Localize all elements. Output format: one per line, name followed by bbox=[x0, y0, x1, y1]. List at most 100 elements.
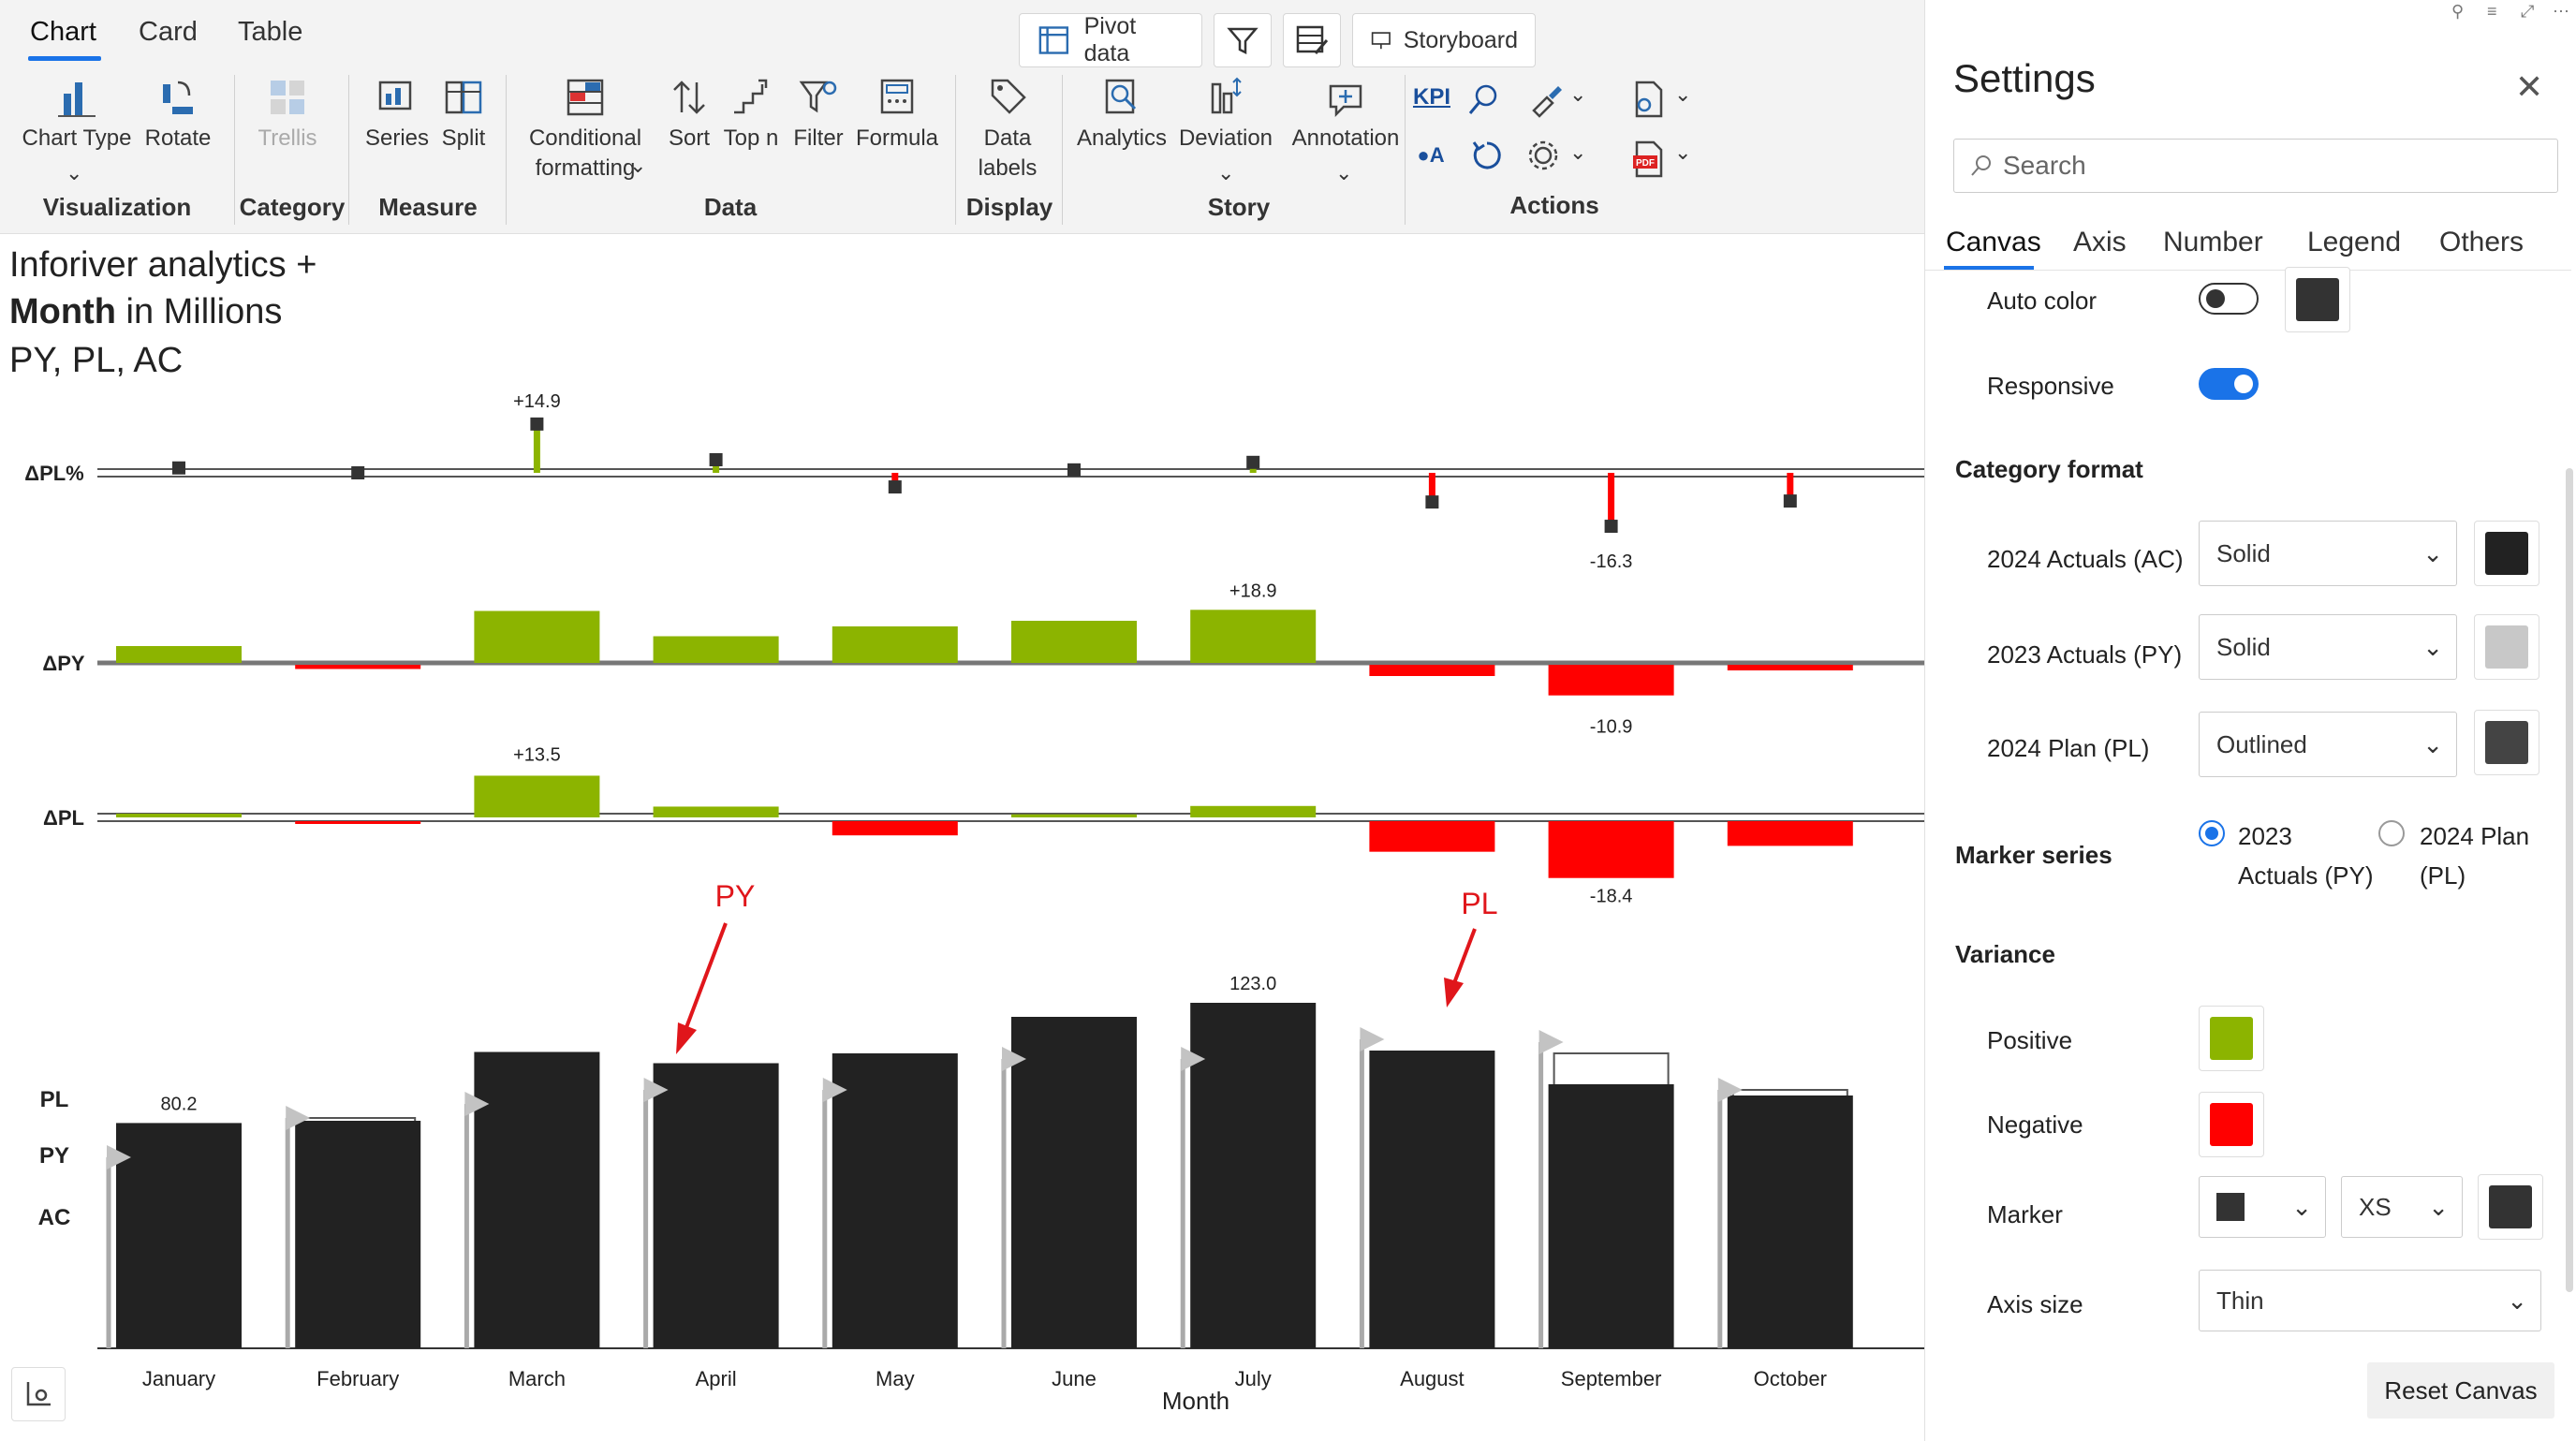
trellis-icon bbox=[271, 81, 304, 114]
paint-brush-icon bbox=[1532, 86, 1562, 118]
series-button[interactable]: Series bbox=[360, 75, 434, 154]
tab-card[interactable]: Card bbox=[139, 17, 198, 47]
sort-button[interactable]: Sort bbox=[661, 75, 717, 154]
rotate-button[interactable]: Rotate bbox=[140, 75, 215, 154]
chart-options-button[interactable] bbox=[11, 1367, 66, 1421]
responsive-toggle[interactable] bbox=[2199, 368, 2259, 400]
ac-bar bbox=[832, 1053, 958, 1348]
filter-small-icon[interactable]: ≡ bbox=[2487, 2, 2497, 21]
split-button[interactable]: Split bbox=[433, 75, 494, 154]
conditional-chevron-icon[interactable]: ⌄ bbox=[629, 154, 647, 177]
rotate-label: Rotate bbox=[144, 125, 212, 151]
settings-tab-number[interactable]: Number bbox=[2163, 227, 2263, 257]
more-icon[interactable]: ⋯ bbox=[2553, 2, 2569, 21]
search-input[interactable] bbox=[2003, 151, 2527, 181]
py-marker bbox=[286, 1106, 311, 1130]
marker-series-py-radio[interactable] bbox=[2199, 820, 2225, 846]
marker-pl-line2: (PL) bbox=[2420, 861, 2466, 890]
marker-series-pl-radio[interactable] bbox=[2378, 820, 2405, 846]
settings-tab-canvas[interactable]: Canvas bbox=[1946, 227, 2041, 257]
marker-series-heading: Marker series bbox=[1955, 841, 2112, 869]
dpl-bar bbox=[653, 806, 779, 817]
analytics-button[interactable]: Analytics bbox=[1075, 75, 1169, 154]
settings-active-tab-indicator bbox=[1944, 266, 2034, 270]
deviation-chevron-icon[interactable]: ⌄ bbox=[1217, 161, 1235, 184]
py-marker bbox=[107, 1145, 131, 1169]
close-icon[interactable]: ✕ bbox=[2515, 67, 2544, 106]
top-n-button[interactable]: Top n bbox=[717, 75, 785, 154]
export-chevron-icon[interactable]: ⌄ bbox=[1674, 82, 1692, 106]
settings-tab-axis[interactable]: Axis bbox=[2073, 227, 2127, 257]
svg-text:PDF: PDF bbox=[1636, 158, 1655, 169]
settings-scrollbar[interactable] bbox=[2566, 468, 2573, 1292]
axis-size-select[interactable]: Thin ⌄ bbox=[2199, 1270, 2541, 1331]
paint-button[interactable] bbox=[1521, 82, 1573, 124]
search-chart-button[interactable] bbox=[1463, 81, 1506, 122]
deviation-button[interactable]: Deviation bbox=[1176, 75, 1275, 154]
reset-view-button[interactable] bbox=[1466, 137, 1508, 178]
category-label-june: June bbox=[1052, 1367, 1097, 1390]
annotation-chevron-icon[interactable]: ⌄ bbox=[1335, 161, 1353, 184]
group-measure: Measure bbox=[378, 193, 478, 221]
chart-title-rest: in Millions bbox=[115, 292, 283, 331]
search-icon bbox=[1971, 155, 1991, 176]
dplpct-marker bbox=[1067, 463, 1081, 477]
marker-size-select[interactable]: XS ⌄ bbox=[2341, 1176, 2463, 1238]
gear-chevron-icon[interactable]: ⌄ bbox=[1569, 140, 1587, 164]
cat-row-ac-color-swatch[interactable] bbox=[2474, 521, 2539, 586]
trellis-button[interactable]: Trellis bbox=[245, 75, 330, 154]
cat-row-py-style-select[interactable]: Solid ⌄ bbox=[2199, 614, 2457, 680]
expand-icon[interactable]: ⤢ bbox=[2521, 2, 2535, 21]
auto-color-toggle[interactable] bbox=[2199, 283, 2259, 315]
annotation-button[interactable]: Annotation bbox=[1285, 75, 1406, 154]
paint-chevron-icon[interactable]: ⌄ bbox=[1569, 82, 1587, 106]
settings-tab-others[interactable]: Others bbox=[2439, 227, 2524, 257]
tab-table[interactable]: Table bbox=[238, 17, 303, 47]
conditional-text-icon[interactable]: ●A bbox=[1417, 143, 1445, 167]
marker-label: Marker bbox=[1987, 1200, 2063, 1228]
axis-size-value: Thin bbox=[2216, 1286, 2264, 1315]
kpi-button[interactable]: KPI bbox=[1412, 84, 1450, 110]
marker-color-swatch[interactable] bbox=[2478, 1174, 2543, 1240]
conditional-formatting-button[interactable]: Conditional formatting bbox=[517, 75, 654, 184]
negative-color-swatch[interactable] bbox=[2199, 1092, 2264, 1157]
data-labels-button[interactable]: Data labels bbox=[970, 75, 1045, 184]
bar-chart-icon bbox=[58, 82, 96, 117]
export-settings-button[interactable] bbox=[1626, 79, 1671, 124]
chart-type-chevron-icon[interactable]: ⌄ bbox=[66, 161, 83, 184]
settings-tab-legend[interactable]: Legend bbox=[2307, 227, 2402, 257]
filter-button[interactable]: Filter bbox=[788, 75, 848, 154]
tab-chart[interactable]: Chart bbox=[30, 17, 96, 47]
pdf-export-button[interactable]: PDF bbox=[1626, 139, 1671, 184]
ribbon: Chart Card Table Pivot data Storyboard C bbox=[0, 0, 1924, 234]
pivot-data-button[interactable]: Pivot data bbox=[1019, 13, 1202, 67]
gear-button[interactable] bbox=[1521, 137, 1566, 178]
marker-shape-select[interactable]: ⌄ bbox=[2199, 1176, 2326, 1238]
cat-row-pl-style-select[interactable]: Outlined ⌄ bbox=[2199, 712, 2457, 777]
reset-canvas-button[interactable]: Reset Canvas bbox=[2367, 1362, 2554, 1419]
sort-label: Sort bbox=[668, 125, 710, 151]
settings-search bbox=[1953, 139, 2558, 193]
auto-color-swatch[interactable] bbox=[2285, 267, 2350, 332]
annotation-py: PY bbox=[715, 879, 756, 913]
marker-pl-line1: 2024 Plan bbox=[2420, 822, 2530, 850]
pdf-chevron-icon[interactable]: ⌄ bbox=[1674, 140, 1692, 164]
cat-row-ac-style-select[interactable]: Solid ⌄ bbox=[2199, 521, 2457, 586]
formula-button[interactable]: Formula bbox=[852, 75, 942, 154]
cat-row-py-color-swatch[interactable] bbox=[2474, 614, 2539, 680]
chart-type-button[interactable]: Chart Type bbox=[21, 75, 133, 154]
cat-row-pl-color-swatch[interactable] bbox=[2474, 710, 2539, 775]
chart-title-bold: Month bbox=[9, 292, 116, 331]
storyboard-button[interactable]: Storyboard bbox=[1352, 13, 1536, 67]
ac-bar bbox=[653, 1063, 779, 1348]
edit-table-button[interactable] bbox=[1283, 13, 1341, 67]
filter-settings-button[interactable] bbox=[1214, 13, 1272, 67]
cat-row-pl-style-value: Outlined bbox=[2216, 729, 2307, 758]
positive-color-swatch[interactable] bbox=[2199, 1006, 2264, 1071]
dplpct-marker bbox=[1246, 455, 1260, 469]
pdf-icon: PDF bbox=[1633, 140, 1663, 178]
dpy-bar bbox=[1369, 665, 1495, 676]
annotation-py-arrow bbox=[684, 922, 728, 1031]
pin-icon[interactable]: ⚲ bbox=[2451, 2, 2465, 21]
